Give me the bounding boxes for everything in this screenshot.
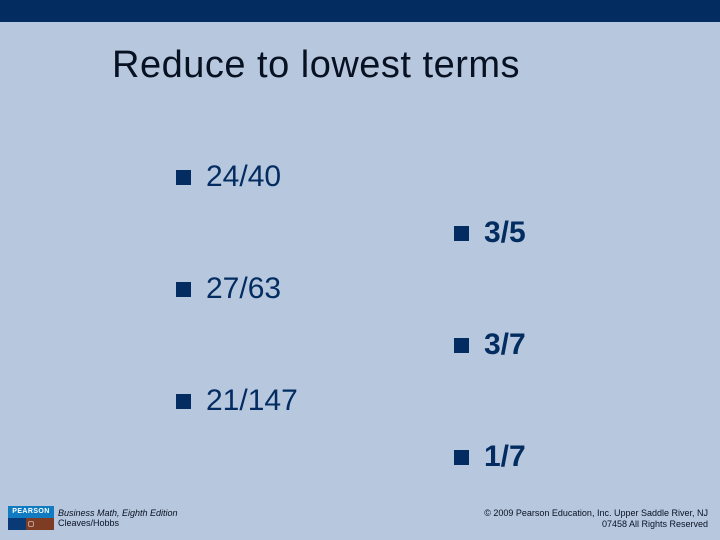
copyright-line-2: 07458 All Rights Reserved [484, 519, 708, 530]
logo-sub-right [26, 518, 54, 530]
fraction-answer: 3/7 [484, 328, 526, 362]
list-item: 27/63 [176, 272, 281, 306]
list-item: 3/5 [454, 216, 526, 250]
copyright-line-1: © 2009 Pearson Education, Inc. Upper Sad… [484, 508, 708, 519]
slide: Reduce to lowest terms 24/40 27/63 21/14… [0, 0, 720, 540]
square-bullet-icon [454, 226, 469, 241]
book-title: Business Math, Eighth Edition [58, 508, 178, 518]
list-item: 1/7 [454, 440, 526, 474]
fraction-answer: 3/5 [484, 216, 526, 250]
list-item: 3/7 [454, 328, 526, 362]
list-item: 24/40 [176, 160, 281, 194]
square-bullet-icon [454, 450, 469, 465]
fraction-answer: 1/7 [484, 440, 526, 474]
square-bullet-icon [454, 338, 469, 353]
fraction-question: 27/63 [206, 272, 281, 306]
fraction-question: 21/147 [206, 384, 298, 418]
book-authors: Cleaves/Hobbs [58, 518, 178, 528]
square-bullet-icon [176, 282, 191, 297]
logo-sub-left [8, 518, 26, 530]
slide-title: Reduce to lowest terms [112, 44, 520, 87]
footer-right: © 2009 Pearson Education, Inc. Upper Sad… [484, 508, 708, 531]
fraction-question: 24/40 [206, 160, 281, 194]
publisher-logo-sub [8, 518, 54, 530]
publisher-logo: PEARSON [8, 506, 54, 530]
footer-left: PEARSON Business Math, Eighth Edition Cl… [8, 506, 178, 530]
book-credit: Business Math, Eighth Edition Cleaves/Ho… [58, 508, 178, 529]
publisher-logo-text: PEARSON [8, 506, 54, 518]
top-accent-band [0, 0, 720, 22]
list-item: 21/147 [176, 384, 298, 418]
square-bullet-icon [176, 170, 191, 185]
square-bullet-icon [176, 394, 191, 409]
